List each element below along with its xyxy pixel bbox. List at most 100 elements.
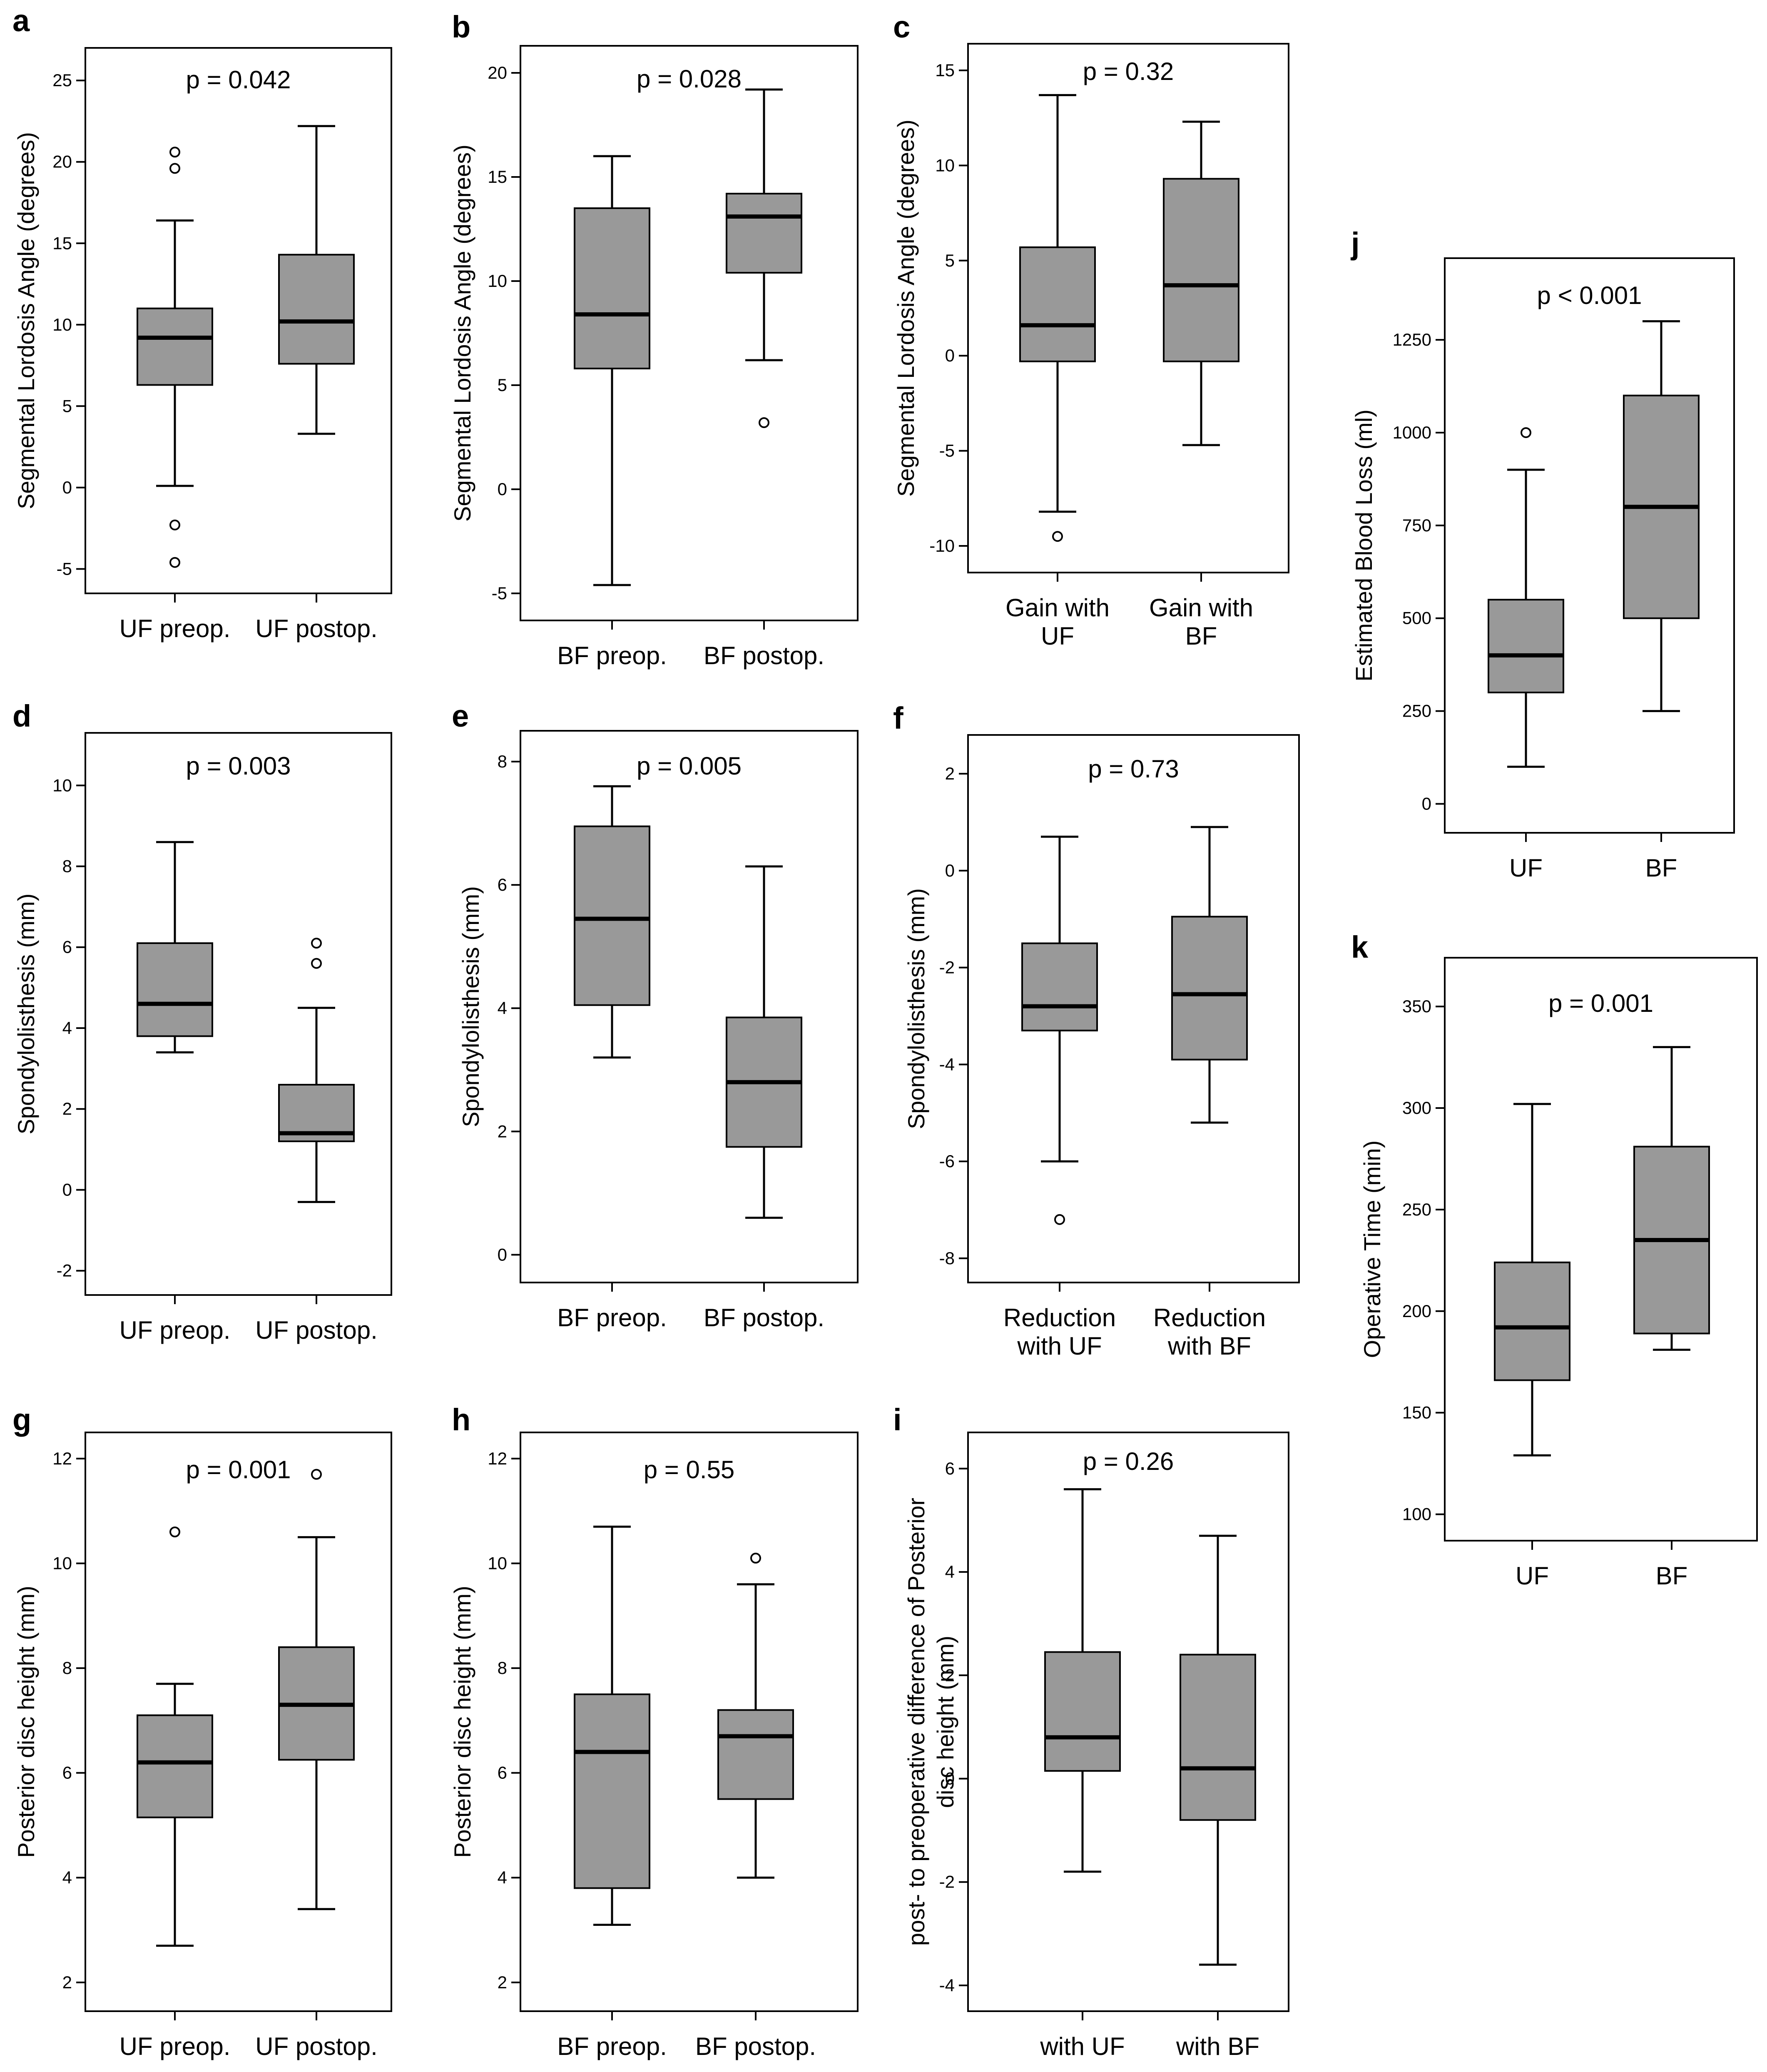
category-label-line: UF preop. (119, 2032, 231, 2060)
category-label: Reduction with UF (1003, 1304, 1116, 1360)
y-axis-title: Operative Time (min) (1359, 1141, 1385, 1358)
category-label-line: BF preop. (557, 1304, 667, 1332)
plot-frame (85, 1432, 392, 2012)
panel-c: c p = 0.32 Segmental Lordosis Angle (degre… (893, 10, 1289, 650)
category-label-line: BF (1656, 1562, 1688, 1590)
category-label-line: Reduction (1003, 1304, 1116, 1332)
p-value-label: p = 0.32 (1083, 57, 1174, 85)
category-label-line: BF postop. (695, 2032, 816, 2060)
category-label: UF preop. (119, 2032, 231, 2060)
category-label: Gain with BF (1149, 594, 1253, 650)
y-tick-label: 0 (62, 478, 72, 497)
box-group-1: UF preop. (119, 147, 231, 643)
y-axis-title: post- to preoperative difference of Post… (903, 1498, 958, 1946)
panel-label-d: d (12, 699, 31, 733)
iqr-box (1044, 1651, 1121, 1772)
p-value-label: p = 0.028 (637, 65, 742, 93)
y-tick-label: 200 (1402, 1301, 1431, 1321)
category-label: Reduction with BF (1153, 1304, 1266, 1360)
y-tick-label: 300 (1402, 1098, 1431, 1118)
panel-label-k: k (1351, 930, 1369, 964)
category-label: Gain with UF (1005, 594, 1110, 650)
box-group-1: UF (1494, 1103, 1570, 1590)
iqr-box (574, 207, 650, 369)
y-tick-label: 10 (488, 271, 507, 291)
category-label-line: Gain with (1149, 594, 1253, 622)
category-label-line: UF (1509, 854, 1543, 882)
category-label-line: BF postop. (704, 1304, 824, 1332)
iqr-box (1021, 942, 1098, 1031)
category-label-line: Reduction (1153, 1304, 1266, 1332)
iqr-box (1494, 1261, 1570, 1381)
y-tick-label: 2 (62, 1099, 72, 1118)
y-tick-label: 12 (52, 1449, 72, 1468)
box-group-2: BF (1623, 320, 1700, 882)
p-value-label: p = 0.001 (186, 1456, 291, 1484)
plot-frame (520, 730, 859, 1283)
panel-f: f p = 0.73 Spondylolisthesis (mm) -8 -6 -4 -2 0… (893, 701, 1300, 1360)
box-group-2: Reduction with BF (1153, 826, 1266, 1360)
y-tick-label: 10 (935, 155, 955, 175)
y-tick-label: 6 (62, 937, 72, 957)
y-tick-label: 5 (62, 396, 72, 416)
iqr-box (1019, 246, 1096, 362)
plot-frame (520, 45, 859, 621)
category-label-line: UF preop. (119, 615, 231, 643)
outlier-point (311, 938, 322, 949)
panel-e: e p = 0.005 Spondylolisthesis (mm) 0 2 4 6 8 BF … (452, 699, 859, 1332)
box-group-2: UF postop. (255, 938, 378, 1344)
y-tick-label: 0 (945, 346, 955, 365)
category-label: with BF (1176, 2032, 1259, 2060)
p-value-label: p = 0.042 (186, 66, 291, 94)
box-group-1: UF preop. (119, 841, 230, 1344)
panel-label-a: a (12, 3, 30, 38)
panel-j: j p < 0.001 Estimated Blood Loss (ml) 0 250 5… (1350, 226, 1735, 882)
category-label-line: with BF (1167, 1332, 1251, 1360)
panel-h: h p = 0.55 Posterior disc height (mm) 2 4 6 8 1… (449, 1402, 859, 2060)
plot-frame (1444, 257, 1735, 834)
y-tick-label: -6 (939, 1151, 955, 1171)
outlier-point (169, 519, 180, 530)
iqr-box (1180, 1654, 1256, 1821)
category-label-line: UF postop. (255, 2032, 377, 2060)
category-label-line: Gain with (1005, 594, 1110, 622)
box-group-2: with BF (1176, 1534, 1259, 2060)
outlier-point (311, 958, 322, 969)
box-group-2: BF postop. (704, 88, 824, 670)
y-tick-label: 4 (62, 1868, 72, 1887)
outlier-point (750, 1552, 761, 1564)
y-tick-label: 5 (498, 375, 507, 395)
outlier-point (169, 163, 180, 174)
category-label: BF postop. (695, 2032, 816, 2060)
y-tick-label: 15 (488, 167, 507, 187)
y-axis-title: Posterior disc height (mm) (13, 1586, 39, 1858)
panel-label-b: b (452, 10, 470, 44)
category-label-line: BF preop. (557, 642, 667, 670)
y-tick-label: 8 (498, 752, 507, 771)
box-group-1: BF preop. (557, 155, 667, 670)
box-group-2: UF postop. (255, 125, 378, 643)
p-value-label: p = 0.003 (186, 752, 291, 780)
iqr-box (137, 307, 213, 386)
outlier-point (169, 147, 180, 158)
category-label: BF preop. (557, 2032, 667, 2060)
panel-k: k p = 0.001 Operative Time (min) 100 150 200 2… (1351, 930, 1758, 1590)
y-tick-label: 20 (488, 63, 507, 82)
y-tick-label: -4 (939, 1054, 955, 1074)
panel-i: i p = 0.26 post- to preoperative differenc… (893, 1402, 1289, 2060)
panel-label-h: h (452, 1402, 470, 1437)
category-label: UF (1516, 1562, 1549, 1590)
box-group-2: BF (1633, 1046, 1710, 1590)
p-value-label: p = 0.001 (1548, 989, 1653, 1017)
category-label-line: UF postop. (255, 1316, 377, 1344)
category-label-line: BF preop. (557, 2032, 667, 2060)
panel-g: g p = 0.001 Posterior disc height (mm) 2 4 6 8… (12, 1402, 392, 2060)
y-tick-label: 8 (62, 1658, 72, 1678)
outlier-point (759, 417, 769, 428)
y-tick-label: 8 (498, 1658, 507, 1678)
category-label-line: BF postop. (704, 642, 824, 670)
iqr-box (574, 1693, 650, 1889)
plot-frame (1444, 957, 1758, 1542)
y-tick-label: 2 (498, 1972, 507, 1992)
